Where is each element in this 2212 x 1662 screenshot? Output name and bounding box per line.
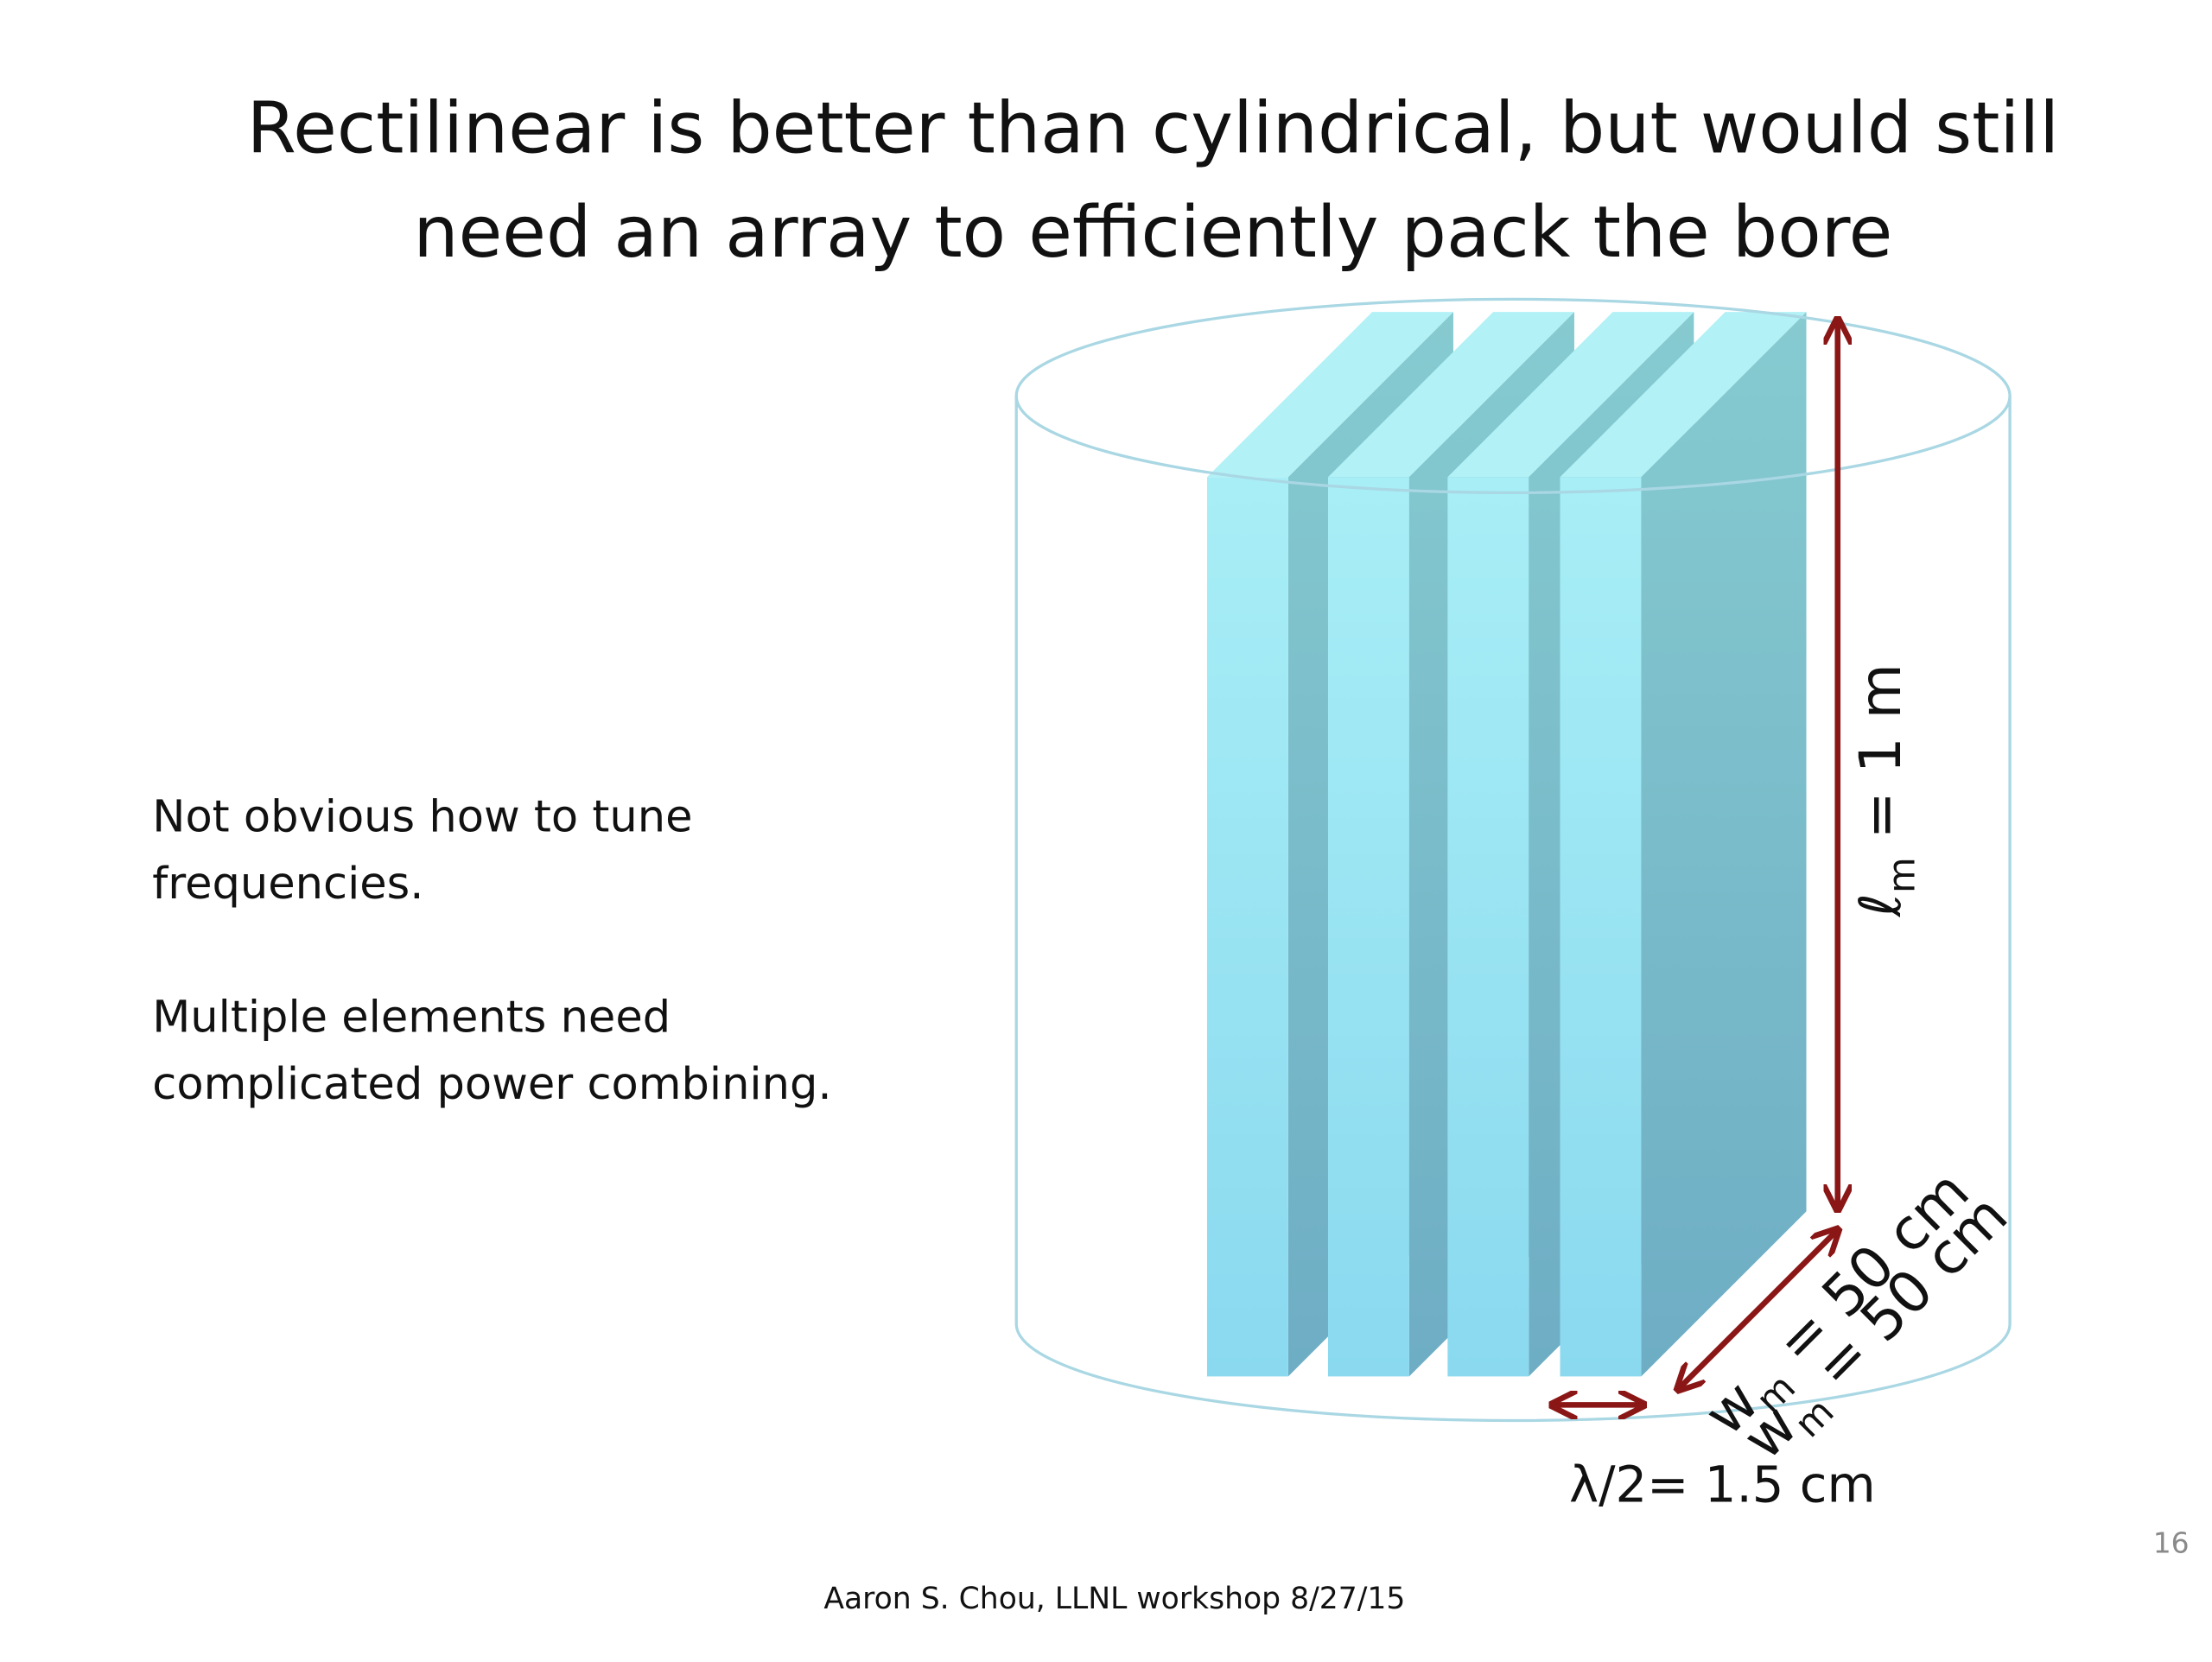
- note-line: complicated power combining.: [152, 1059, 831, 1110]
- length-label: ℓm = 1 m: [1847, 663, 1923, 917]
- plate-face: [1206, 477, 1288, 1377]
- page-number: 16: [2153, 1526, 2190, 1560]
- plate-face: [1447, 312, 1694, 478]
- plate-face: [1560, 312, 1807, 478]
- plates: [1206, 312, 1807, 1377]
- cylinder-top: [1014, 297, 2012, 495]
- plate-face: [1641, 312, 1807, 1377]
- note-line: Not obvious how to tune: [152, 791, 692, 842]
- note-line: Multiple elements need: [152, 993, 671, 1044]
- plate-face: [1327, 477, 1409, 1377]
- title-line: Rectilinear is better than cylindrical, …: [247, 88, 2059, 170]
- spacing-label: λ/2= 1.5 cm: [1569, 1455, 1876, 1513]
- plate-face: [1560, 477, 1642, 1377]
- footer: Aaron S. Chou, LLNL workshop 8/27/15: [823, 1582, 1405, 1616]
- title-line: need an array to efficiently pack the bo…: [413, 192, 1892, 274]
- arrows: [1554, 322, 1838, 1405]
- plate-face: [1447, 477, 1529, 1377]
- label-text: = 1 m: [1847, 663, 1914, 857]
- subscript: m: [1881, 857, 1924, 893]
- note-line: frequencies.: [152, 859, 423, 910]
- symbol: ℓ: [1847, 893, 1914, 917]
- plate-face: [1206, 312, 1453, 478]
- cylinder: [1014, 396, 2012, 1423]
- plate-face: [1327, 312, 1574, 478]
